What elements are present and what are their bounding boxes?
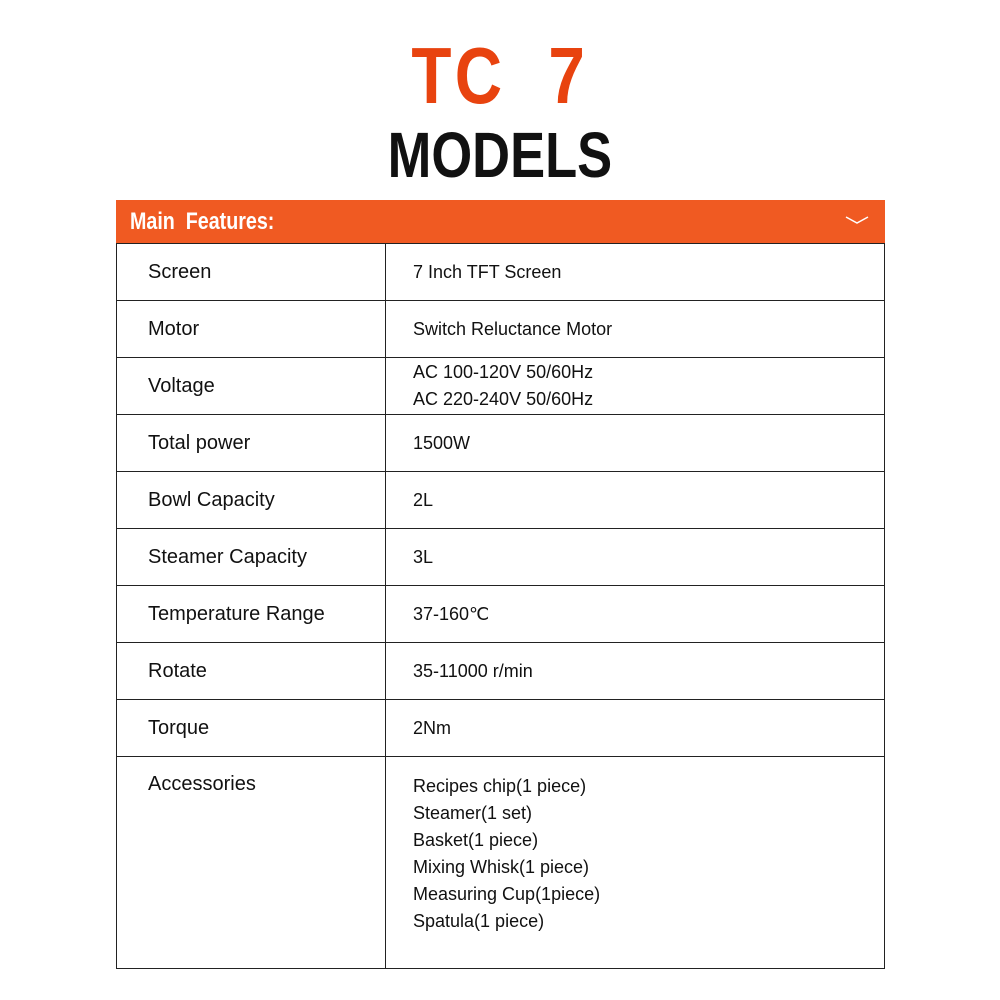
feature-value-line: Mixing Whisk(1 piece)	[413, 857, 590, 877]
feature-value: 7 Inch TFT Screen	[385, 243, 885, 301]
table-row: Accessories Recipes chip(1 piece) Steamer(…	[116, 756, 885, 969]
feature-value: 35-11000 r/min	[385, 642, 885, 700]
features-table: Screen 7 Inch TFT Screen Motor Switch Reluc…	[116, 243, 885, 969]
feature-value: 37-160℃	[385, 585, 885, 643]
feature-value-line: 7 Inch TFT Screen	[413, 261, 562, 282]
feature-value: 1500W	[385, 414, 885, 472]
feature-name: Motor	[116, 300, 386, 358]
table-row: Steamer Capacity 3L	[116, 528, 885, 586]
feature-name: Steamer Capacity	[116, 528, 386, 586]
feature-value: Switch Reluctance Motor	[385, 300, 885, 358]
feature-value-line: Steamer(1 set)	[413, 803, 533, 823]
feature-value-line: AC 100-120V 50/60Hz	[413, 362, 594, 382]
feature-name: Accessories	[116, 756, 386, 969]
feature-name: Rotate	[116, 642, 386, 700]
model-title: TC 7	[411, 31, 589, 120]
models-subtitle: MODELS	[387, 119, 613, 191]
feature-value: 2Nm	[385, 699, 885, 757]
feature-value-line: 2L	[413, 489, 434, 510]
feature-name: Temperature Range	[116, 585, 386, 643]
feature-value-line: Spatula(1 piece)	[413, 911, 545, 931]
table-row: Rotate 35-11000 r/min	[116, 642, 885, 700]
features-header[interactable]: Main Features:	[116, 200, 885, 243]
table-row: Total power 1500W	[116, 414, 885, 472]
feature-value-line: AC 220-240V 50/60Hz	[413, 389, 594, 409]
feature-value-line: Switch Reluctance Motor	[413, 318, 613, 339]
feature-name: Screen	[116, 243, 386, 301]
feature-value-line: Measuring Cup(1piece)	[413, 884, 601, 904]
feature-value-line: Basket(1 piece)	[413, 830, 539, 850]
table-row: Screen 7 Inch TFT Screen	[116, 243, 885, 301]
table-row: Bowl Capacity 2L	[116, 471, 885, 529]
feature-value-line: 2Nm	[413, 717, 452, 738]
table-row: Torque 2Nm	[116, 699, 885, 757]
table-row: Temperature Range 37-160℃	[116, 585, 885, 643]
feature-name: Voltage	[116, 357, 386, 415]
feature-name: Bowl Capacity	[116, 471, 386, 529]
table-row: Motor Switch Reluctance Motor	[116, 300, 885, 358]
features-header-label: Main Features:	[130, 208, 275, 235]
feature-value-line: 3L	[413, 546, 434, 567]
feature-value-line: 1500W	[413, 432, 471, 453]
feature-name: Total power	[116, 414, 386, 472]
table-row: Voltage AC 100-120V 50/60Hz AC 220-240V 50…	[116, 357, 885, 415]
feature-value-line: 35-11000 r/min	[413, 660, 533, 681]
feature-name: Torque	[116, 699, 386, 757]
feature-value: AC 100-120V 50/60Hz AC 220-240V 50/60Hz	[385, 357, 885, 415]
feature-value-line: Recipes chip(1 piece)	[413, 776, 587, 796]
chevron-down-icon[interactable]	[845, 214, 869, 226]
feature-value-line: 37-160℃	[413, 603, 490, 624]
feature-value: 2L	[385, 471, 885, 529]
feature-value: 3L	[385, 528, 885, 586]
feature-value: Recipes chip(1 piece) Steamer(1 set) Baske…	[385, 756, 885, 969]
